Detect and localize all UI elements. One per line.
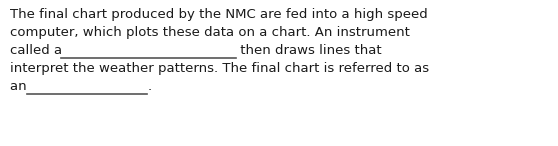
Text: computer, which plots these data on a chart. An instrument: computer, which plots these data on a ch…: [10, 26, 410, 39]
Text: interpret the weather patterns. The final chart is referred to as: interpret the weather patterns. The fina…: [10, 62, 429, 75]
Text: The final chart produced by the NMC are fed into a high speed: The final chart produced by the NMC are …: [10, 8, 428, 21]
Text: called a: called a: [10, 44, 66, 57]
Text: .: .: [147, 80, 151, 93]
Text: an: an: [10, 80, 31, 93]
Text: then draws lines that: then draws lines that: [237, 44, 382, 57]
